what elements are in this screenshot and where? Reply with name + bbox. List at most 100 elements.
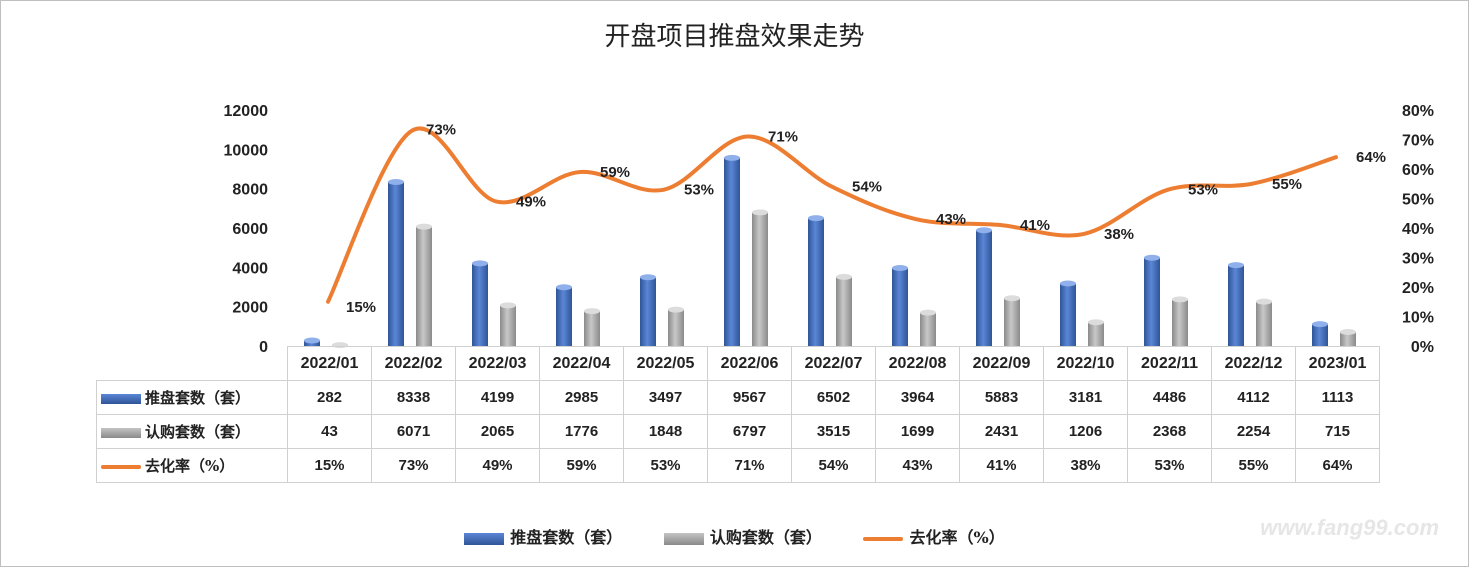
line-data-label: 53% (1188, 182, 1218, 199)
table-category: 2022/05 (623, 346, 708, 381)
bar-supply (976, 230, 992, 346)
table-cell: 1699 (875, 414, 960, 449)
bar-supply-cap (388, 179, 404, 186)
supply-row-label: 推盘套数（套） (145, 389, 251, 407)
table-cell: 3181 (1043, 380, 1128, 415)
bar-supply-cap (1228, 262, 1244, 269)
bar-supply (1312, 324, 1328, 346)
table-cell: 15% (287, 448, 372, 483)
table-cell: 43% (875, 448, 960, 483)
table-row-subscribed: 认购套数（套） 43 6071 2065 1776 1848 6797 3515… (96, 414, 1380, 449)
table-cell: 41% (959, 448, 1044, 483)
bar-subscribed-cap (1256, 298, 1272, 305)
table-cell: 49% (455, 448, 540, 483)
bar-supply (388, 182, 404, 346)
bar-subscribed (584, 311, 600, 346)
bar-supply (1060, 283, 1076, 346)
bar-subscribed-cap (1088, 319, 1104, 326)
table-cell: 3964 (875, 380, 960, 415)
bar-supply-cap (724, 154, 740, 161)
table-cell: 53% (1127, 448, 1212, 483)
table-cell: 5883 (959, 380, 1044, 415)
table-category: 2022/08 (875, 346, 960, 381)
rate-key-swatch (101, 465, 141, 469)
table-cell: 2431 (959, 414, 1044, 449)
table-cell: 1113 (1295, 380, 1380, 415)
table-cell: 54% (791, 448, 876, 483)
y-right-tick-label: 40% (1402, 221, 1434, 238)
legend-item-rate: 去化率（%） (863, 524, 1005, 548)
table-cell: 53% (623, 448, 708, 483)
table-cell: 55% (1211, 448, 1296, 483)
bar-supply-cap (892, 265, 908, 272)
bar-subscribed-cap (1004, 295, 1020, 302)
y-right-tick-label: 30% (1402, 251, 1434, 268)
bar-subscribed-cap (1340, 328, 1356, 335)
y-left-tick-label: 6000 (232, 221, 268, 238)
line-data-label: 43% (936, 211, 966, 228)
legend-label: 去化率（%） (909, 528, 1005, 547)
supply-key-swatch (101, 394, 141, 404)
line-data-label: 64% (1356, 149, 1386, 166)
bar-subscribed (836, 276, 852, 346)
bar-supply-cap (1144, 254, 1160, 261)
y-right-tick-label: 70% (1402, 133, 1434, 150)
line-data-label: 54% (852, 179, 882, 196)
legend-swatch-rate (863, 536, 904, 541)
bar-subscribed-cap (836, 273, 852, 280)
table-category: 2022/11 (1127, 346, 1212, 381)
table-cell: 4486 (1127, 380, 1212, 415)
y-left-tick-label: 2000 (232, 300, 268, 317)
table-cell: 1206 (1043, 414, 1128, 449)
line-data-label: 71% (768, 129, 798, 146)
table-row-label: 推盘套数（套） (96, 380, 288, 415)
bar-subscribed (752, 212, 768, 346)
bar-subscribed (1256, 301, 1272, 346)
table-cell: 3497 (623, 380, 708, 415)
table-category: 2022/01 (287, 346, 372, 381)
bar-subscribed (920, 312, 936, 346)
legend-swatch-supply (464, 532, 505, 545)
legend-item-subscribed: 认购套数（套） (663, 524, 822, 548)
table-corner (97, 347, 288, 381)
table-category: 2022/10 (1043, 346, 1128, 381)
table-cell: 1848 (623, 414, 708, 449)
table-cell: 282 (287, 380, 372, 415)
bar-supply-cap (556, 284, 572, 291)
chart-title: 开盘项目推盘效果走势 (604, 22, 865, 52)
table-cell: 9567 (707, 380, 792, 415)
y-left-tick-label: 12000 (224, 103, 269, 120)
bar-subscribed-cap (1172, 296, 1188, 303)
y-right-tick-label: 0% (1411, 339, 1434, 356)
bar-supply (808, 218, 824, 346)
bar-subscribed (500, 305, 516, 346)
table-row-rate: 去化率（%） 15% 73% 49% 59% 53% 71% 54% 43% 4… (96, 448, 1380, 483)
bar-supply-cap (640, 274, 656, 281)
bar-supply-cap (808, 215, 824, 222)
bar-supply (892, 268, 908, 346)
bar-subscribed-cap (416, 223, 432, 230)
bar-supply-cap (304, 337, 320, 344)
bar-subscribed-cap (668, 306, 684, 313)
table-category: 2022/03 (455, 346, 540, 381)
table-cell: 2254 (1211, 414, 1296, 449)
table-header-row: 2022/01 2022/02 2022/03 2022/04 2022/05 … (97, 346, 1380, 381)
bar-subscribed-cap (920, 309, 936, 316)
y-right-tick-label: 50% (1402, 192, 1434, 209)
chart-legend: 推盘套数（套） 认购套数（套） 去化率（%） (0, 524, 1469, 548)
table-cell: 6071 (371, 414, 456, 449)
table-row-label: 认购套数（套） (96, 414, 288, 449)
line-data-label: 59% (600, 164, 630, 181)
bar-subscribed (1340, 331, 1356, 346)
table-cell: 3515 (791, 414, 876, 449)
bar-supply-cap (1312, 321, 1328, 328)
bar-subscribed (416, 226, 432, 346)
y-left-tick-label: 0 (259, 339, 268, 356)
table-cell: 38% (1043, 448, 1128, 483)
bar-supply (1228, 265, 1244, 346)
table-category: 2022/12 (1211, 346, 1296, 381)
table-cell: 8338 (371, 380, 456, 415)
watermark: www.fang99.com (1260, 515, 1439, 540)
bar-subscribed-cap (500, 302, 516, 309)
